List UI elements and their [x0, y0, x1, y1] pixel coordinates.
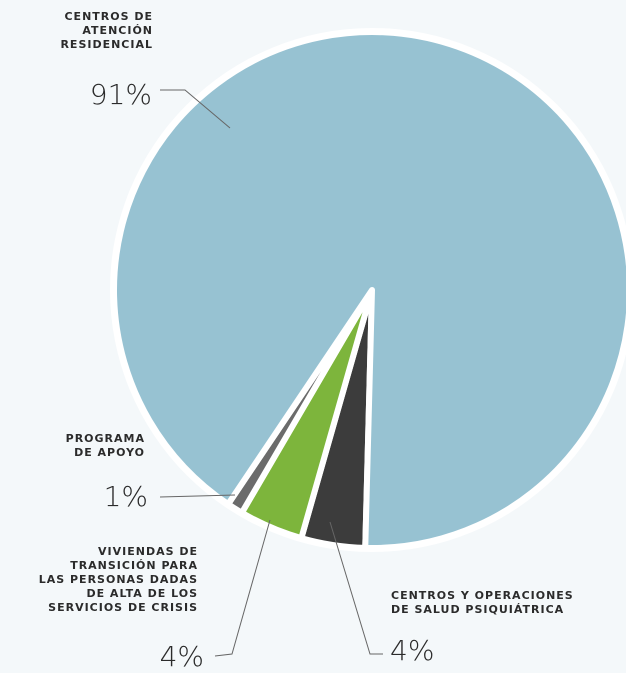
slice-value-label: 4%	[390, 634, 435, 667]
slices	[111, 29, 626, 551]
slice-label: CENTROS DE ATENCIÓN RESIDENCIAL	[60, 10, 153, 51]
slice-value-label: 4%	[159, 640, 204, 673]
slice-label: VIVIENDAS DE TRANSICIÓN PARA LAS PERSONA…	[38, 545, 198, 614]
pie-slice	[111, 29, 626, 551]
slice-value-label: 91%	[89, 78, 152, 111]
leader-line	[160, 89, 231, 129]
leader-line	[159, 494, 236, 498]
leader-line	[214, 519, 271, 657]
slice-label: CENTROS Y OPERACIONES DE SALUD PSIQUIÁTR…	[391, 589, 574, 616]
slice-value-label: 1%	[103, 480, 148, 513]
slice-label: PROGRAMA DE APOYO	[65, 432, 145, 459]
leader-line	[329, 521, 383, 655]
